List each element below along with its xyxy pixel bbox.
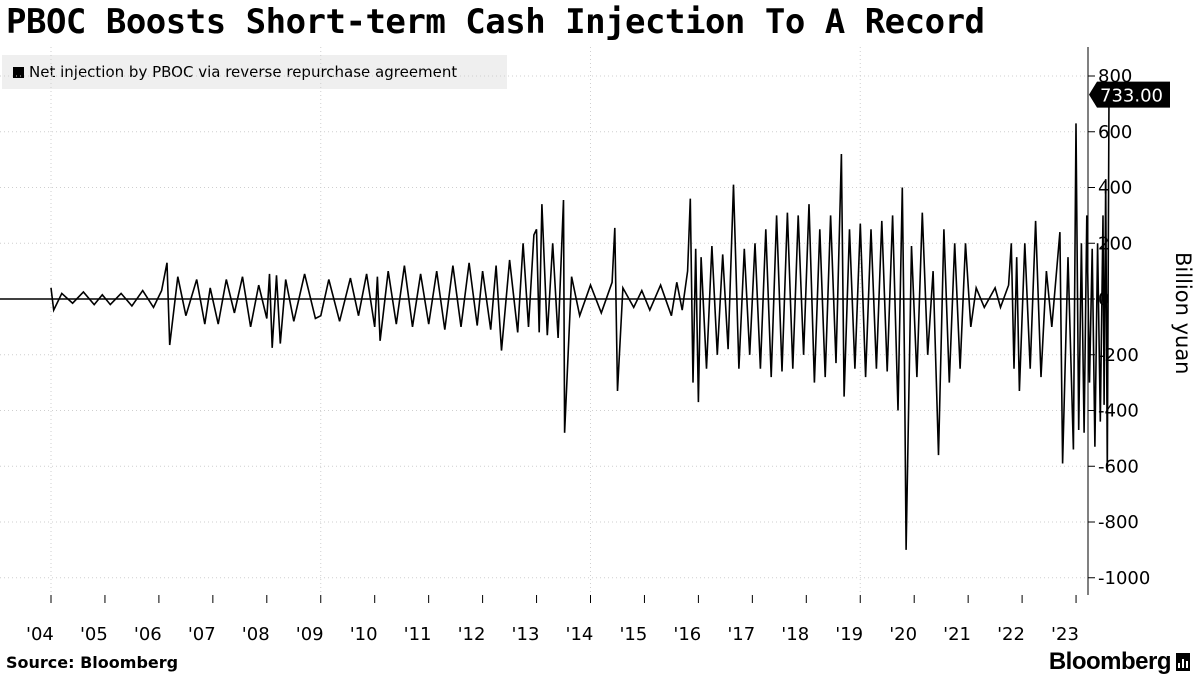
- x-tick-label: '11: [404, 624, 432, 645]
- y-tick-label: -600: [1098, 456, 1139, 477]
- last-value-label: 733.00: [1100, 86, 1163, 107]
- y-tick-label: -1000: [1098, 568, 1150, 589]
- brand-name: Bloomberg: [1048, 648, 1172, 675]
- x-tick-label: '15: [619, 624, 647, 645]
- chart-title: PBOC Boosts Short-term Cash Injection To…: [6, 2, 985, 42]
- x-tick-label: '14: [566, 624, 594, 645]
- y-tick-label: 600: [1098, 122, 1132, 143]
- bloomberg-terminal-icon: [1176, 653, 1190, 671]
- last-value-marker: 733.00: [1089, 81, 1170, 108]
- x-tick-label: '19: [835, 624, 863, 645]
- x-tick-label: '16: [673, 624, 701, 645]
- source-note: Source: Bloomberg: [6, 653, 179, 672]
- x-tick-label: '18: [781, 624, 809, 645]
- x-tick-label: '04: [26, 624, 54, 645]
- y-tick-label: 200: [1098, 233, 1132, 254]
- x-tick-label: '17: [727, 624, 755, 645]
- x-tick-label: '10: [350, 624, 378, 645]
- legend-swatch: [13, 66, 24, 78]
- legend: Net injection by PBOC via reverse repurc…: [2, 55, 507, 89]
- x-tick-label: '13: [512, 624, 540, 645]
- x-tick-label: '12: [458, 624, 486, 645]
- y-tick-label: 400: [1098, 178, 1132, 199]
- x-tick-label: '08: [242, 624, 270, 645]
- x-tick-label: '05: [80, 624, 108, 645]
- y-axis-label: Billion yuan: [1171, 252, 1195, 375]
- x-tick-label: '06: [134, 624, 162, 645]
- y-tick-label: -400: [1098, 401, 1139, 422]
- y-tick-label: -800: [1098, 512, 1139, 533]
- last-value-badge: [1089, 81, 1170, 108]
- x-tick-label: '20: [889, 624, 917, 645]
- gridlines: [0, 47, 1085, 595]
- x-axis-ticks: '04 '05 '06 '07 '08 '09 '10 '11 '12 '13 '14 '15 '16 '…: [26, 595, 1079, 645]
- y-tick-label: -200: [1098, 345, 1139, 366]
- series-line: [50, 94, 1110, 550]
- y-tick-label: 0: [1098, 289, 1109, 310]
- x-tick-label: '23: [1051, 624, 1079, 645]
- x-tick-label: '09: [296, 624, 324, 645]
- data-series: [0, 94, 1110, 550]
- x-tick-label: '07: [188, 624, 216, 645]
- bloomberg-logo: Bloomberg: [1049, 648, 1190, 676]
- x-tick-label: '21: [943, 624, 971, 645]
- x-tick-label: '22: [997, 624, 1025, 645]
